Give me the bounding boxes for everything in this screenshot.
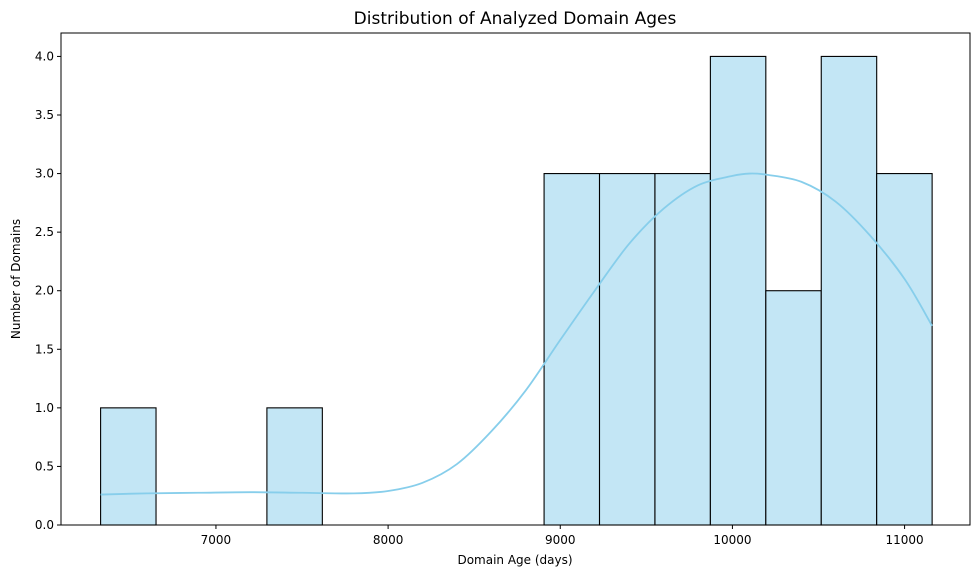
- plot-frame: [60, 32, 971, 526]
- histogram-bar: [765, 290, 822, 526]
- bars-layer: [100, 55, 933, 526]
- y-tick-label: 3.5: [35, 108, 54, 122]
- x-tick-label: 7000: [201, 533, 232, 547]
- histogram-bar: [100, 407, 157, 526]
- y-tick-label: 4.0: [35, 49, 54, 63]
- x-tick-label: 11000: [885, 533, 923, 547]
- y-tick-label: 1.0: [35, 401, 54, 415]
- y-tick-label: 3.0: [35, 167, 54, 181]
- histogram-bar: [709, 55, 767, 526]
- y-tick-label: 2.0: [35, 284, 54, 298]
- histogram-bar: [876, 173, 933, 526]
- x-tick-label: 8000: [373, 533, 404, 547]
- y-tick-label: 0.0: [35, 518, 54, 532]
- x-tick-label: 9000: [545, 533, 576, 547]
- kde-density-line: [100, 172, 933, 496]
- ticks-layer: 7000 8000 9000 10000 11000 0.0 0.5 1.0 1.5 2.0 2.5…: [35, 49, 924, 547]
- x-tick-label: 10000: [713, 533, 751, 547]
- y-axis-label: Number of Domains: [9, 219, 23, 339]
- y-tick-label: 1.5: [35, 342, 54, 356]
- chart-title: Distribution of Analyzed Domain Ages: [354, 9, 677, 29]
- histogram-bar: [543, 173, 601, 526]
- histogram-bar: [654, 173, 711, 526]
- histogram-bar: [820, 55, 878, 526]
- x-axis-label: Domain Age (days): [457, 553, 572, 567]
- histogram-bar: [266, 407, 323, 526]
- y-tick-label: 0.5: [35, 459, 54, 473]
- histogram-bar: [598, 173, 656, 526]
- y-tick-label: 2.5: [35, 225, 54, 239]
